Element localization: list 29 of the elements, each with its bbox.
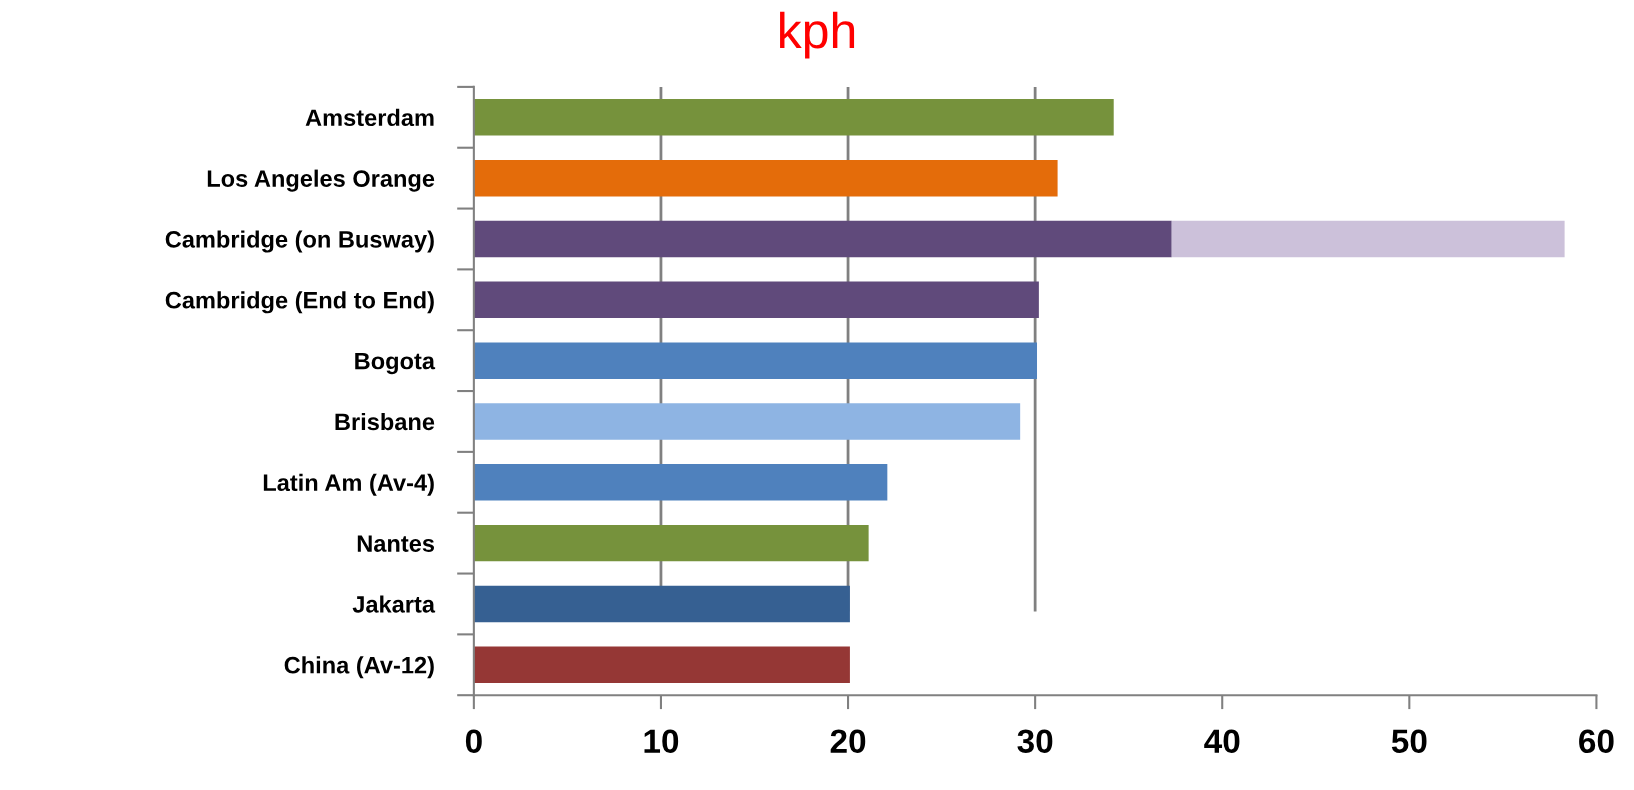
y-tick-label: Brisbane (335, 412, 435, 431)
bar (473, 585, 850, 623)
y-tick-label: Cambridge (End to End) (165, 291, 434, 314)
chart-title: kph (780, 11, 855, 59)
y-tick-label: Los Angeles Orange (207, 169, 435, 192)
x-tick-label: 50 (1391, 729, 1427, 754)
bar (473, 99, 1114, 136)
x-tick-label: 30 (1017, 729, 1053, 754)
x-tick-label: 60 (1579, 729, 1614, 754)
bar (473, 281, 1039, 319)
bar (473, 159, 1058, 197)
y-tick-label: Bogota (355, 352, 436, 375)
bar (473, 646, 850, 684)
bar (1171, 220, 1565, 258)
bar (473, 524, 869, 562)
y-tick-label: Nantes (357, 535, 435, 552)
y-tick-label: Latin Am (Av-4) (263, 473, 434, 496)
bar (473, 220, 1172, 258)
y-tick-label: Amsterdam (305, 108, 434, 127)
y-tick-label: Cambridge (on Busway) (165, 230, 434, 253)
x-tick-label: 40 (1204, 729, 1240, 754)
bar (473, 464, 888, 501)
y-tick-label: China (Av-12) (284, 656, 434, 679)
bar (473, 403, 1021, 440)
x-tick-label: 0 (465, 729, 482, 754)
x-tick-label: 20 (830, 729, 866, 754)
y-tick-label: Jakarta (352, 595, 436, 613)
bar (473, 342, 1038, 379)
x-tick-label: 10 (644, 729, 679, 754)
